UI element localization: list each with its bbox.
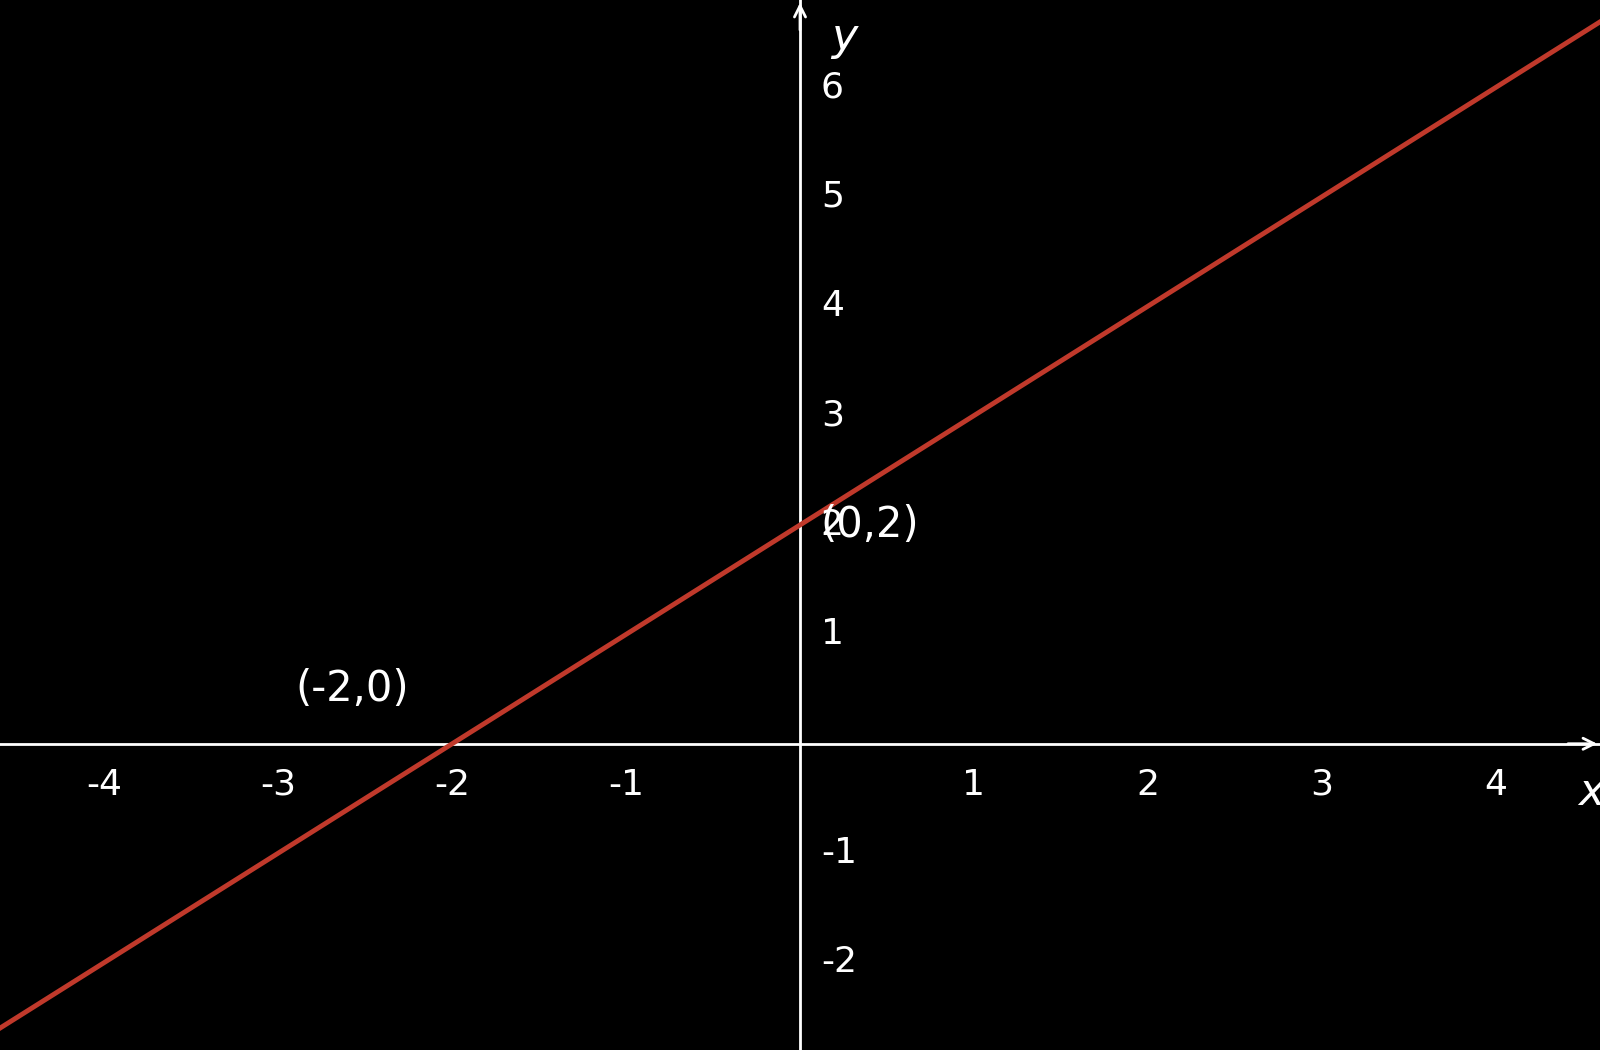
Text: 2: 2 — [821, 508, 843, 542]
Text: 3: 3 — [1310, 768, 1333, 802]
Text: -2: -2 — [434, 768, 470, 802]
Text: -3: -3 — [261, 768, 296, 802]
Text: 3: 3 — [821, 399, 843, 433]
Text: 5: 5 — [821, 180, 843, 214]
Text: 2: 2 — [1136, 768, 1160, 802]
Text: -1: -1 — [821, 836, 858, 870]
Text: 4: 4 — [821, 289, 843, 323]
Text: (-2,0): (-2,0) — [296, 668, 410, 710]
Text: (0,2): (0,2) — [821, 504, 920, 546]
Text: -4: -4 — [86, 768, 122, 802]
Text: x: x — [1578, 771, 1600, 814]
Text: 1: 1 — [821, 617, 843, 651]
Text: y: y — [832, 17, 858, 60]
Text: -1: -1 — [608, 768, 645, 802]
Text: 6: 6 — [821, 70, 843, 105]
Text: 1: 1 — [963, 768, 986, 802]
Text: 4: 4 — [1485, 768, 1507, 802]
Text: -2: -2 — [821, 945, 858, 980]
